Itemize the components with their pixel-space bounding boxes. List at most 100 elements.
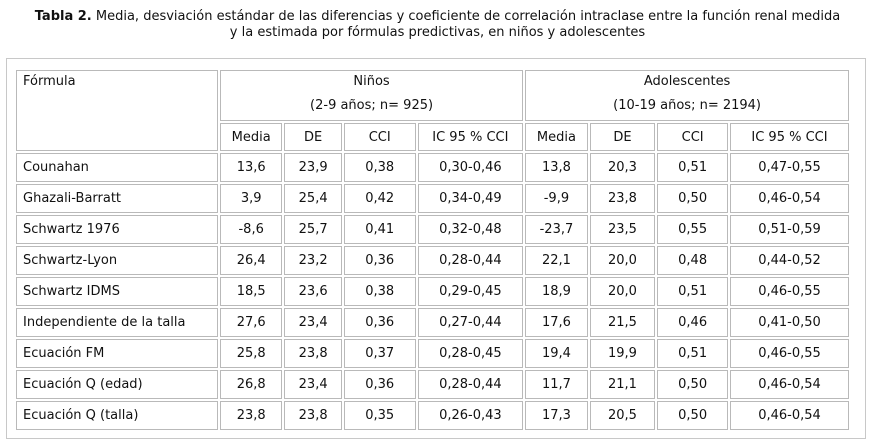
formula-cell: Ecuación Q (edad)	[16, 370, 218, 399]
value-cell: 19,4	[525, 339, 588, 368]
value-cell: 0,38	[343, 153, 416, 182]
formula-cell: Schwartz-Lyon	[16, 246, 218, 275]
value-cell: 0,28-0,44	[417, 370, 524, 399]
value-cell: 0,26-0,43	[417, 401, 524, 430]
value-cell: 23,8	[284, 401, 342, 430]
formula-cell: Schwartz 1976	[16, 215, 218, 244]
value-cell: 17,6	[525, 308, 588, 337]
value-cell: 0,28-0,45	[417, 339, 524, 368]
value-cell: 20,5	[589, 401, 656, 430]
value-cell: 0,36	[343, 308, 416, 337]
value-cell: 13,6	[219, 153, 283, 182]
group-name: Niños	[353, 74, 390, 89]
table-row: Schwartz 1976 -8,6 25,7 0,41 0,32-0,48 -23,7 2…	[16, 215, 849, 244]
value-cell: 0,34-0,49	[417, 184, 524, 213]
caption-line-2: y la estimada por fórmulas predictivas, …	[229, 25, 646, 40]
column-header: CCI	[343, 123, 416, 151]
table-row: Ecuación Q (talla) 23,8 23,8 0,35 0,26-0,43 1…	[16, 401, 849, 430]
value-cell: 20,3	[589, 153, 656, 182]
value-cell: 0,51	[657, 339, 728, 368]
value-cell: 25,4	[284, 184, 342, 213]
value-cell: 23,4	[284, 308, 342, 337]
value-cell: 18,9	[525, 277, 588, 306]
value-cell: 20,0	[589, 277, 656, 306]
value-cell: 0,50	[657, 184, 728, 213]
group-header-adolescentes: Adolescentes (10-19 años; n= 2194)	[525, 70, 849, 121]
table-row: Schwartz IDMS 18,5 23,6 0,38 0,29-0,45 18,9 20…	[16, 277, 849, 306]
column-header: Media	[525, 123, 588, 151]
value-cell: 0,36	[343, 370, 416, 399]
value-cell: 0,46-0,54	[730, 401, 849, 430]
table-row: Ghazali-Barratt 3,9 25,4 0,42 0,34-0,49 -9,9 2…	[16, 184, 849, 213]
value-cell: 0,47-0,55	[730, 153, 849, 182]
value-cell: 0,55	[657, 215, 728, 244]
value-cell: 23,8	[284, 339, 342, 368]
formula-cell: Counahan	[16, 153, 218, 182]
value-cell: 0,48	[657, 246, 728, 275]
value-cell: 21,5	[589, 308, 656, 337]
value-cell: 0,51-0,59	[730, 215, 849, 244]
value-cell: 11,7	[525, 370, 588, 399]
table-row: Ecuación FM 25,8 23,8 0,37 0,28-0,45 19,4 19,9…	[16, 339, 849, 368]
value-cell: 25,8	[219, 339, 283, 368]
value-cell: 25,7	[284, 215, 342, 244]
value-cell: 26,4	[219, 246, 283, 275]
value-cell: 0,41	[343, 215, 416, 244]
value-cell: 0,50	[657, 401, 728, 430]
value-cell: 26,8	[219, 370, 283, 399]
table-row: Counahan 13,6 23,9 0,38 0,30-0,46 13,8 20,3 0,5…	[16, 153, 849, 182]
value-cell: 0,46	[657, 308, 728, 337]
group-header-ninos: Niños (2-9 años; n= 925)	[219, 70, 524, 121]
value-cell: -23,7	[525, 215, 588, 244]
value-cell: 23,8	[219, 401, 283, 430]
value-cell: 22,1	[525, 246, 588, 275]
caption-label: Tabla 2.	[34, 9, 92, 24]
value-cell: -8,6	[219, 215, 283, 244]
value-cell: 0,44-0,52	[730, 246, 849, 275]
column-header-row: Media DE CCI IC 95 % CCI Media DE CCI IC 95 % C…	[16, 123, 849, 151]
formula-header: Fórmula	[16, 70, 218, 151]
value-cell: 0,46-0,55	[730, 277, 849, 306]
value-cell: 0,36	[343, 246, 416, 275]
value-cell: 0,29-0,45	[417, 277, 524, 306]
formula-cell: Ecuación FM	[16, 339, 218, 368]
table-row: Schwartz-Lyon 26,4 23,2 0,36 0,28-0,44 22,1 20…	[16, 246, 849, 275]
group-detail: (10-19 años; n= 2194)	[613, 98, 761, 113]
value-cell: 0,51	[657, 153, 728, 182]
value-cell: 0,38	[343, 277, 416, 306]
value-cell: 0,46-0,54	[730, 184, 849, 213]
value-cell: 0,51	[657, 277, 728, 306]
value-cell: 18,5	[219, 277, 283, 306]
value-cell: 23,9	[284, 153, 342, 182]
table-body: Counahan 13,6 23,9 0,38 0,30-0,46 13,8 20,3 0,5…	[16, 153, 849, 430]
value-cell: 0,42	[343, 184, 416, 213]
column-header: IC 95 % CCI	[730, 123, 849, 151]
column-header: DE	[589, 123, 656, 151]
table-frame	[6, 58, 866, 439]
value-cell: 27,6	[219, 308, 283, 337]
results-table: Fórmula Niños (2-9 años; n= 925) Adolesc…	[14, 68, 851, 432]
value-cell: 0,30-0,46	[417, 153, 524, 182]
value-cell: 0,41-0,50	[730, 308, 849, 337]
value-cell: 23,4	[284, 370, 342, 399]
value-cell: 17,3	[525, 401, 588, 430]
value-cell: 23,5	[589, 215, 656, 244]
formula-cell: Independiente de la talla	[16, 308, 218, 337]
value-cell: 20,0	[589, 246, 656, 275]
value-cell: 0,32-0,48	[417, 215, 524, 244]
caption-line-1: Media, desviación estándar de las difere…	[95, 9, 841, 24]
value-cell: 0,46-0,55	[730, 339, 849, 368]
column-header: CCI	[657, 123, 728, 151]
table-row: Ecuación Q (edad) 26,8 23,4 0,36 0,28-0,44 11…	[16, 370, 849, 399]
value-cell: 23,8	[589, 184, 656, 213]
column-header: IC 95 % CCI	[417, 123, 524, 151]
value-cell: 23,6	[284, 277, 342, 306]
value-cell: 0,50	[657, 370, 728, 399]
value-cell: 23,2	[284, 246, 342, 275]
column-header: Media	[219, 123, 283, 151]
value-cell: 13,8	[525, 153, 588, 182]
value-cell: 0,46-0,54	[730, 370, 849, 399]
value-cell: 0,37	[343, 339, 416, 368]
value-cell: 0,27-0,44	[417, 308, 524, 337]
value-cell: 0,28-0,44	[417, 246, 524, 275]
